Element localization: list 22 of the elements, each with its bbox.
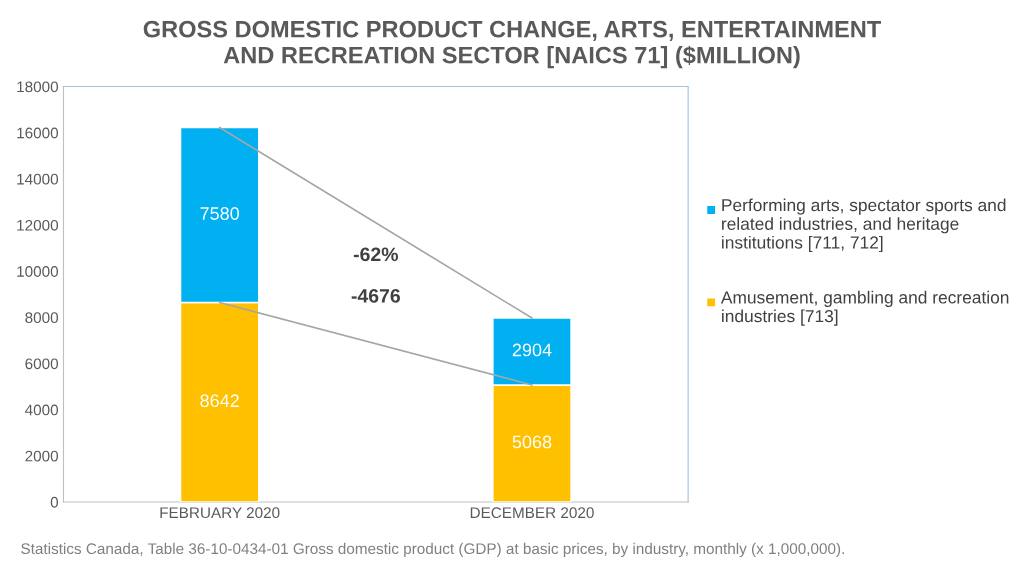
y-tick-label: 2000 xyxy=(25,450,59,462)
data-label: 2904 xyxy=(512,343,552,357)
annotation: -62% xyxy=(353,247,398,262)
x-tick-label: FEBRUARY 2020 xyxy=(160,507,280,519)
y-tick-label: 6000 xyxy=(25,358,59,370)
legend-label: Performing arts, spectator sports and related industries, and heritage institutions [711, 712] xyxy=(722,198,1006,253)
data-label: 5068 xyxy=(512,435,552,449)
data-label: 7580 xyxy=(200,207,240,220)
y-tick-label: 18000 xyxy=(17,81,59,93)
data-label: 8642 xyxy=(200,394,239,408)
y-tick-label: 14000 xyxy=(17,173,59,185)
y-tick-label: 12000 xyxy=(17,219,59,231)
y-tick-label: 0 xyxy=(50,496,59,508)
y-tick-label: 10000 xyxy=(17,266,59,277)
legend-label: Amusement, gambling and recreation industries [713] xyxy=(720,290,1009,326)
x-tick-label: DECEMBER 2020 xyxy=(470,507,594,519)
text: Statistics Canada, Table 36-10-0434-01 Gross domestic product (GDP) at basic prices, by industry, monthly (x 1,000,000). xyxy=(21,542,844,558)
y-tick-label: 16000 xyxy=(17,127,59,139)
chart-title: GROSS DOMESTIC PRODUCT CHANGE, ARTS, ENTERTAINMENT AND RECREATION SECTOR [NAICS 71] ($MILLION) xyxy=(143,20,882,69)
y-tick-label: 4000 xyxy=(24,404,59,416)
annotation: -4676 xyxy=(351,289,400,303)
y-tick-label: 8000 xyxy=(25,312,59,324)
